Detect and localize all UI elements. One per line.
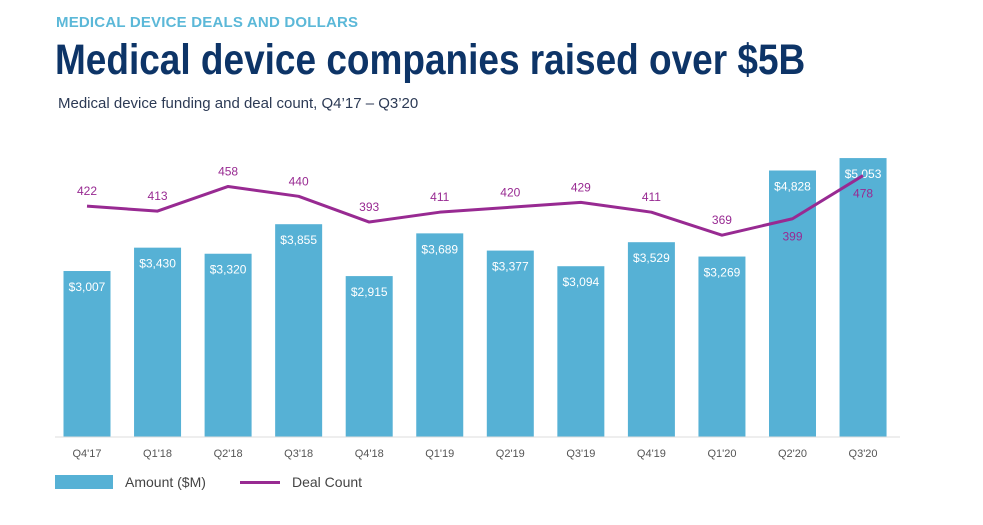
x-tick-label: Q2'19: [496, 448, 525, 460]
bar-amount: [275, 224, 323, 437]
x-tick-label: Q1'20: [707, 448, 736, 460]
deal-count-label: 420: [500, 185, 520, 199]
deal-count-label: 411: [430, 190, 449, 204]
deal-count-label: 422: [77, 184, 97, 198]
bar-amount: [416, 233, 464, 437]
deal-count-label: 411: [642, 190, 661, 204]
bar-amount: [204, 253, 252, 437]
bar-label: $3,855: [280, 233, 317, 247]
x-tick-label: Q3'20: [849, 448, 878, 460]
chart-kicker: MEDICAL DEVICE DEALS AND DOLLARS: [56, 14, 359, 31]
bar-amount: [63, 271, 111, 437]
deal-count-label: 393: [359, 200, 379, 214]
bar-label: $3,007: [69, 280, 106, 294]
x-tick-label: Q4'17: [72, 448, 101, 460]
bar-label: $3,320: [210, 263, 247, 277]
bar-amount: [486, 250, 534, 437]
x-tick-label: Q1'19: [425, 448, 454, 460]
bar-label: $3,529: [633, 251, 670, 265]
legend-label-amount: Amount ($M): [125, 474, 206, 490]
legend-swatch-bar: [55, 475, 113, 489]
legend-label-deals: Deal Count: [292, 474, 363, 490]
x-tick-label: Q2'20: [778, 448, 807, 460]
deal-count-label: 458: [218, 164, 238, 178]
legend-item-amount: Amount ($M): [55, 474, 206, 490]
bar-label: $4,828: [774, 179, 811, 193]
deal-count-label: 478: [853, 187, 873, 201]
chart-subtitle: Medical device funding and deal count, Q…: [58, 95, 419, 112]
x-tick-label: Q4'19: [637, 448, 666, 460]
bar-label: $3,094: [562, 275, 599, 289]
bar-amount: [345, 276, 393, 437]
bar-label: $3,269: [704, 266, 741, 280]
bar-label: $2,915: [351, 285, 388, 299]
deal-count-line: [86, 174, 864, 237]
bar-amount: [627, 242, 675, 437]
bar-amount: [134, 247, 182, 437]
bar-amount: [839, 158, 887, 437]
x-tick-label: Q3'18: [284, 448, 313, 460]
deal-count-label: 399: [782, 230, 802, 244]
bar-label: $5,053: [845, 167, 882, 181]
chart-title: Medical device companies raised over $5B: [55, 36, 806, 84]
x-tick-label: Q4'18: [355, 448, 384, 460]
bar-label: $3,430: [139, 257, 176, 271]
deal-count-label: 440: [289, 174, 309, 188]
bar-label: $3,377: [492, 260, 529, 274]
bar-amount: [698, 256, 746, 437]
bar-label: $3,689: [421, 242, 458, 256]
bar-amount: [557, 266, 605, 437]
deal-count-label: 429: [571, 180, 591, 194]
x-tick-label: Q2'18: [214, 448, 243, 460]
x-tick-label: Q1'18: [143, 448, 172, 460]
legend-item-deals: Deal Count: [240, 474, 362, 490]
legend-swatch-line: [240, 480, 280, 484]
x-tick-label: Q3'19: [566, 448, 595, 460]
bar-amount: [769, 170, 816, 438]
deal-count-label: 369: [712, 213, 732, 227]
deal-count-label: 413: [148, 189, 168, 203]
